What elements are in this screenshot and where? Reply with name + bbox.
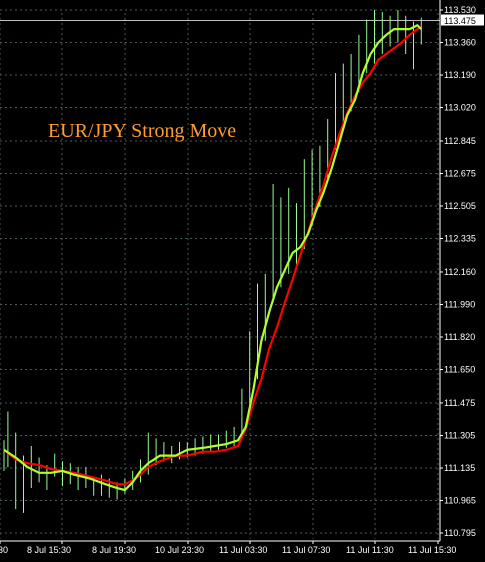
y-tick-label-8: 112.160 <box>444 267 476 277</box>
y-tick-label-1: 113.360 <box>444 38 476 48</box>
x-tick-label-2: 8 Jul 19:30 <box>92 545 136 555</box>
y-tick-label-11: 111.650 <box>444 365 475 375</box>
y-tick-label-3: 113.020 <box>444 103 476 113</box>
moving-averages <box>3 24 423 492</box>
y-tick-label-10: 111.820 <box>444 332 475 342</box>
time-axis: 30 8 Jul 15:30 8 Jul 19:30 10 Jul 23:30 11 J… <box>0 541 456 555</box>
x-tick-label-1: 8 Jul 15:30 <box>27 545 71 555</box>
x-tick-label-7: 11 Jul 15:30 <box>408 545 456 555</box>
x-tick-label-5: 11 Jul 07:30 <box>282 545 330 555</box>
x-tick-label-0: 30 <box>0 545 8 555</box>
price-axis: 113.530 113.360 113.190 113.020 112.845 112.6… <box>440 5 484 538</box>
y-tick-label-0: 113.530 <box>444 5 476 15</box>
y-tick-label-14: 111.135 <box>444 463 475 473</box>
plot-frame <box>0 0 441 542</box>
y-tick-label-4: 112.845 <box>444 136 476 146</box>
y-tick-label-2: 113.190 <box>444 70 476 80</box>
current-price-label: 113.475 <box>444 16 476 26</box>
current-price-box <box>441 14 484 26</box>
fast-ma-line <box>3 24 423 492</box>
x-tick-label-4: 11 Jul 03:30 <box>219 545 267 555</box>
y-tick-label-12: 111.475 <box>444 398 475 408</box>
y-tick-label-9: 111.990 <box>444 299 475 309</box>
y-tick-label-5: 112.675 <box>444 168 476 178</box>
x-tick-label-3: 10 Jul 23:30 <box>155 545 204 555</box>
y-tick-label-15: 110.965 <box>444 495 476 505</box>
y-tick-label-6: 112.505 <box>444 201 476 211</box>
slow-ma-line <box>3 26 422 486</box>
y-tick-label-16: 110.795 <box>444 528 476 538</box>
y-tick-label-7: 112.335 <box>444 234 476 244</box>
y-tick-label-13: 111.305 <box>444 430 475 440</box>
x-tick-label-6: 11 Jul 11:30 <box>346 545 394 555</box>
chart-title: EUR/JPY Strong Move <box>48 120 236 142</box>
